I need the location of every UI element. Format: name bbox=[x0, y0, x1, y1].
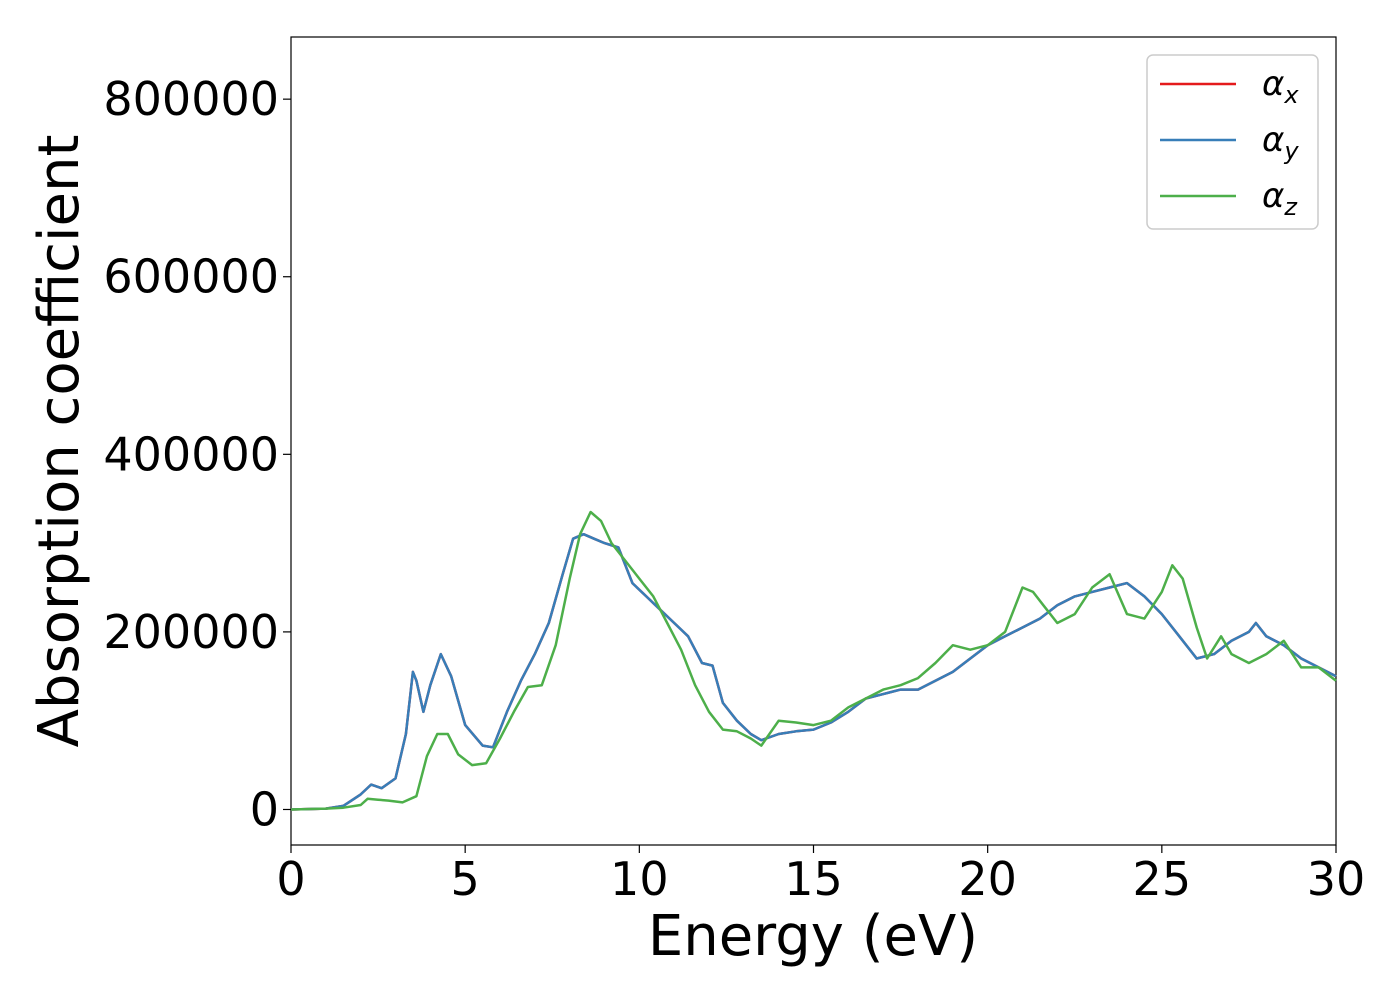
series-line-alpha-y bbox=[290, 532, 1337, 811]
series-lines bbox=[290, 510, 1337, 811]
y-tick-label: 0 bbox=[250, 782, 279, 836]
legend: αx αy αz bbox=[1146, 54, 1319, 230]
x-tick-label: 5 bbox=[451, 852, 480, 906]
series-line-alpha-z bbox=[290, 510, 1337, 811]
x-tick-label: 10 bbox=[610, 852, 669, 906]
legend-box bbox=[1146, 54, 1319, 230]
x-tick-label: 0 bbox=[276, 852, 305, 906]
x-axis-ticks: 0 5 10 15 20 25 30 bbox=[276, 845, 1365, 906]
x-tick-label: 15 bbox=[784, 852, 843, 906]
legend-label-alpha-y: αy bbox=[1262, 120, 1299, 165]
legend-label-alpha-x: αx bbox=[1262, 64, 1299, 109]
y-tick-label: 800000 bbox=[103, 72, 279, 126]
y-tick-label: 200000 bbox=[103, 605, 279, 659]
y-axis-ticks: 0 200000 400000 600000 800000 bbox=[103, 72, 291, 836]
y-axis-label: Absorption coefficient bbox=[27, 135, 92, 748]
legend-label-alpha-z: αz bbox=[1262, 176, 1298, 221]
y-tick-label: 400000 bbox=[103, 427, 279, 481]
x-tick-label: 20 bbox=[958, 852, 1017, 906]
x-axis-label: Energy (eV) bbox=[648, 904, 978, 969]
y-tick-label: 600000 bbox=[103, 250, 279, 304]
x-tick-label: 30 bbox=[1307, 852, 1366, 906]
x-tick-label: 25 bbox=[1133, 852, 1192, 906]
